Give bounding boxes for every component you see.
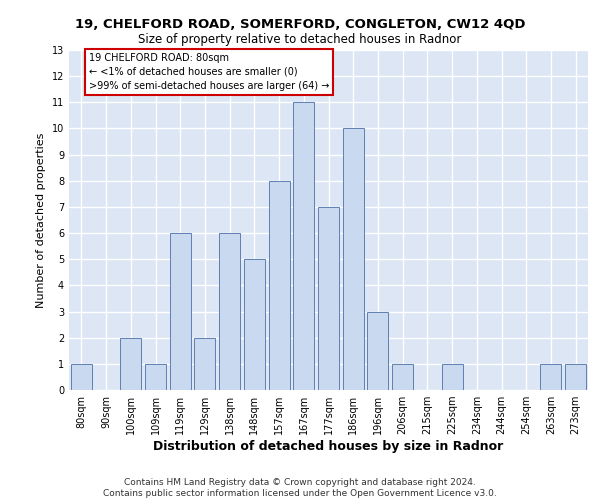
Text: Contains HM Land Registry data © Crown copyright and database right 2024.
Contai: Contains HM Land Registry data © Crown c… bbox=[103, 478, 497, 498]
Bar bbox=[170, 233, 191, 390]
Bar bbox=[318, 207, 339, 390]
Bar bbox=[367, 312, 388, 390]
Text: Size of property relative to detached houses in Radnor: Size of property relative to detached ho… bbox=[139, 32, 461, 46]
Bar bbox=[71, 364, 92, 390]
Bar bbox=[244, 259, 265, 390]
Bar bbox=[269, 181, 290, 390]
Bar bbox=[392, 364, 413, 390]
Bar bbox=[293, 102, 314, 390]
Y-axis label: Number of detached properties: Number of detached properties bbox=[36, 132, 46, 308]
Bar bbox=[343, 128, 364, 390]
Bar bbox=[194, 338, 215, 390]
Bar bbox=[145, 364, 166, 390]
Bar bbox=[541, 364, 562, 390]
Text: 19, CHELFORD ROAD, SOMERFORD, CONGLETON, CW12 4QD: 19, CHELFORD ROAD, SOMERFORD, CONGLETON,… bbox=[75, 18, 525, 30]
Bar bbox=[219, 233, 240, 390]
Bar bbox=[442, 364, 463, 390]
Bar bbox=[565, 364, 586, 390]
Bar bbox=[120, 338, 141, 390]
Text: 19 CHELFORD ROAD: 80sqm
← <1% of detached houses are smaller (0)
>99% of semi-de: 19 CHELFORD ROAD: 80sqm ← <1% of detache… bbox=[89, 52, 329, 90]
X-axis label: Distribution of detached houses by size in Radnor: Distribution of detached houses by size … bbox=[154, 440, 503, 453]
